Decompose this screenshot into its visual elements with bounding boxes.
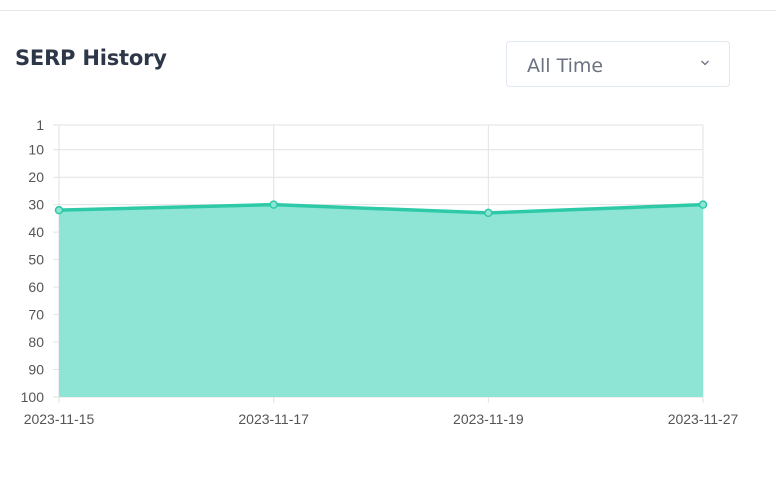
y-tick-label: 70 [28, 307, 44, 323]
y-tick-label: 20 [28, 169, 44, 185]
time-range-value: All Time [527, 55, 604, 77]
top-divider [0, 10, 776, 11]
y-tick-label: 60 [28, 279, 44, 295]
x-tick-label: 2023-11-19 [453, 411, 524, 427]
y-tick-label: 50 [28, 252, 44, 268]
serp-history-chart: 1 10 20 30 40 50 60 70 80 90 100 2023-11-15 2023-11-… [21, 117, 739, 427]
data-point [698, 200, 708, 209]
data-point [484, 208, 493, 218]
series-line [58, 202, 704, 215]
y-tick-label: 1 [36, 117, 44, 133]
y-tick-label: 30 [28, 197, 44, 213]
x-tick-label: 2023-11-17 [238, 411, 309, 427]
x-tick-label: 2023-11-15 [24, 411, 95, 427]
data-point [54, 205, 64, 215]
y-tick-label: 80 [28, 334, 44, 350]
series-area [59, 204, 703, 397]
chevron-down-icon [701, 60, 709, 66]
time-range-select[interactable]: All Time [506, 41, 730, 87]
y-tick-label: 100 [21, 389, 45, 405]
data-point [269, 200, 278, 209]
x-tick-label: 2023-11-27 [668, 411, 739, 427]
y-tick-label: 10 [28, 142, 44, 158]
y-tick-label: 40 [28, 224, 44, 240]
y-tick-label: 90 [28, 362, 44, 378]
page-title: SERP History [15, 46, 167, 70]
